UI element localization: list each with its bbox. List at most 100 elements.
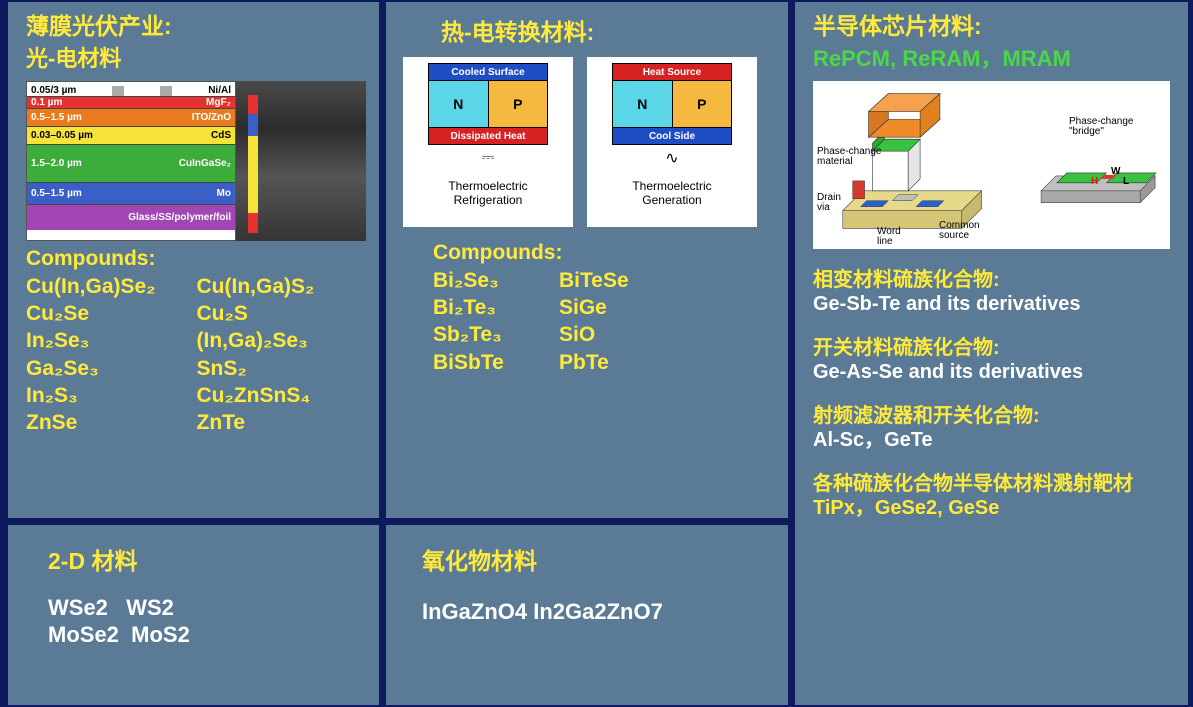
sem-bar-segment xyxy=(248,95,258,115)
layer-row: 1.5–2.0 µm CuInGaSe₂ xyxy=(27,144,235,182)
section-body: TiPx，GeSe2, GeSe xyxy=(813,496,1170,521)
layer-row: 0.5–1.5 µm Mo xyxy=(27,182,235,204)
te-refrigeration-card: Cooled Surface N P Dissipated Heat ⎓ The… xyxy=(403,57,573,227)
compound-item: PbTe xyxy=(559,349,679,376)
compound-item: Ga₂Se₃ xyxy=(26,355,191,382)
compound-item: Cu(In,Ga)S₂ xyxy=(197,273,362,300)
tm-compounds-heading: Compounds: xyxy=(433,241,770,265)
layer-stack-figure: 0.05/3 µm Ni/Al 0.1 µm MgF₂ 0.5–1.5 µm ITO/… xyxy=(26,81,366,241)
layer-material: MgF₂ xyxy=(206,97,231,108)
compound-item: Bi₂Te₃ xyxy=(433,294,553,321)
sem-bar xyxy=(248,95,258,233)
compound-item: MoSe2 MoS2 xyxy=(48,621,361,649)
tr-title2: RePCM, ReRAM，MRAM xyxy=(813,41,1170,73)
te-left-caption-1: Thermoelectric xyxy=(448,179,527,193)
te-right-p: P xyxy=(673,81,732,127)
info-section: 相变材料硫族化合物:Ge-Sb-Te and its derivatives xyxy=(813,263,1170,317)
panel-thermoelectric: 热-电转换材料: Cooled Surface N P Dissipated H… xyxy=(384,0,790,520)
contact-2 xyxy=(160,86,172,96)
compound-item: (In,Ga)₂Se₃ xyxy=(197,327,362,354)
compound-item: BiTeSe xyxy=(559,267,679,294)
section-body: Ge-Sb-Te and its derivatives xyxy=(813,292,1170,317)
compound-item: ZnSe xyxy=(26,409,191,436)
lbl-common: Commonsource xyxy=(939,221,980,242)
te-right-caption-2: Generation xyxy=(632,193,711,207)
layer-material: ITO/ZnO xyxy=(192,112,231,123)
compound-item: SiO xyxy=(559,321,679,348)
section-body: Ge-As-Se and its derivatives xyxy=(813,360,1170,385)
compound-item: WSe2 WS2 xyxy=(48,594,361,622)
lbl-h: H xyxy=(1091,177,1098,188)
te-left-p: P xyxy=(489,81,548,127)
compound-item: ZnTe xyxy=(197,409,362,436)
tm-title: 热-电转换材料: xyxy=(441,18,770,47)
contact-1 xyxy=(112,86,124,96)
te-left-n: N xyxy=(429,81,489,127)
compound-item: Bi₂Se₃ xyxy=(433,267,553,294)
layer-top: 0.05/3 µm Ni/Al xyxy=(27,82,235,96)
chip-figure: Phase-changematerial Drainvia Wordline C… xyxy=(813,81,1170,249)
bl-title: 2-D 材料 xyxy=(48,547,361,576)
compound-item: Cu(In,Ga)Se₂ xyxy=(26,273,191,300)
layer-stack: 0.05/3 µm Ni/Al 0.1 µm MgF₂ 0.5–1.5 µm ITO/… xyxy=(26,81,236,241)
layer-material: CdS xyxy=(211,130,231,141)
info-section: 射频滤波器和开关化合物:Al-Sc，GeTe xyxy=(813,399,1170,453)
lbl-pcm: Phase-changematerial xyxy=(817,147,882,168)
sem-image xyxy=(236,81,366,241)
panel-semiconductor-chip: 半导体芯片材料: RePCM, ReRAM，MRAM xyxy=(793,0,1190,707)
layer-row: Glass/SS/polymer/foil xyxy=(27,204,235,230)
te-right-bottom-bar: Cool Side xyxy=(612,127,732,145)
te-generation-card: Heat Source N P Cool Side ∿ Thermoelectr… xyxy=(587,57,757,227)
top-thickness: 0.05/3 µm xyxy=(31,85,76,96)
compound-item: InGaZnO4 In2Ga2ZnO7 xyxy=(422,598,770,626)
layer-thickness: 0.5–1.5 µm xyxy=(31,188,82,199)
compound-item: BiSbTe xyxy=(433,349,553,376)
compound-item: Sb₂Te₃ xyxy=(433,321,553,348)
te-left-bottom-bar: Dissipated Heat xyxy=(428,127,548,145)
tm-compounds-grid: Bi₂Se₃BiTeSeBi₂Te₃SiGeSb₂Te₃SiOBiSbTePbT… xyxy=(433,267,770,376)
layer-thickness: 0.5–1.5 µm xyxy=(31,112,82,123)
tl-compounds-heading: Compounds: xyxy=(26,247,361,271)
section-heading: 各种硫族化合物半导体材料溅射靶材 xyxy=(813,467,1170,496)
sem-bar-segment xyxy=(248,136,258,213)
panel-2d-materials: 2-D 材料 WSe2 WS2MoSe2 MoS2 xyxy=(6,523,381,707)
sem-bar-segment xyxy=(248,114,258,136)
layer-material: CuInGaSe₂ xyxy=(179,158,231,169)
compound-item: SnS₂ xyxy=(197,355,362,382)
te-right-circuit-icon: ∿ xyxy=(612,145,732,171)
layer-row: 0.5–1.5 µm ITO/ZnO xyxy=(27,108,235,126)
section-heading: 射频滤波器和开关化合物: xyxy=(813,399,1170,428)
info-section: 开关材料硫族化合物:Ge-As-Se and its derivatives xyxy=(813,331,1170,385)
compound-item: SiGe xyxy=(559,294,679,321)
bm-title: 氧化物材料 xyxy=(422,547,770,576)
section-heading: 相变材料硫族化合物: xyxy=(813,263,1170,292)
te-row: Cooled Surface N P Dissipated Heat ⎓ The… xyxy=(403,57,770,227)
section-heading: 开关材料硫族化合物: xyxy=(813,331,1170,360)
lbl-l: L xyxy=(1123,177,1129,188)
lbl-w: W xyxy=(1111,167,1120,178)
compound-item: In₂Se₃ xyxy=(26,327,191,354)
tl-title2: 光-电材料 xyxy=(26,41,361,73)
layer-material: Glass/SS/polymer/foil xyxy=(128,212,231,223)
te-right-top-bar: Heat Source xyxy=(612,63,732,81)
layer-row: 0.1 µm MgF₂ xyxy=(27,96,235,108)
te-left-circuit-icon: ⎓ xyxy=(428,145,548,171)
panel-oxide-materials: 氧化物材料 InGaZnO4 In2Ga2ZnO7 xyxy=(384,523,790,707)
lbl-drain: Drainvia xyxy=(817,193,841,214)
tr-title1: 半导体芯片材料: xyxy=(813,12,1170,41)
layer-thickness: 0.1 µm xyxy=(31,97,62,108)
te-left-caption-2: Refrigeration xyxy=(448,193,527,207)
compound-item: Cu₂ZnSnS₄ xyxy=(197,382,362,409)
lbl-bridge: Phase-change"bridge" xyxy=(1069,117,1134,138)
te-right-n: N xyxy=(613,81,673,127)
tl-compounds-grid: Cu(In,Ga)Se₂Cu(In,Ga)S₂Cu₂SeCu₂SIn₂Se₃(I… xyxy=(26,273,361,437)
compound-item: Cu₂Se xyxy=(26,300,191,327)
layer-thickness: 0.03–0.05 µm xyxy=(31,130,93,141)
top-material: Ni/Al xyxy=(208,85,231,96)
lbl-word: Wordline xyxy=(877,227,901,248)
layer-row: 0.03–0.05 µm CdS xyxy=(27,126,235,144)
sem-bar-segment xyxy=(248,213,258,233)
layer-thickness: 1.5–2.0 µm xyxy=(31,158,82,169)
layer-material: Mo xyxy=(217,188,231,199)
tl-title1: 薄膜光伏产业: xyxy=(26,12,361,41)
